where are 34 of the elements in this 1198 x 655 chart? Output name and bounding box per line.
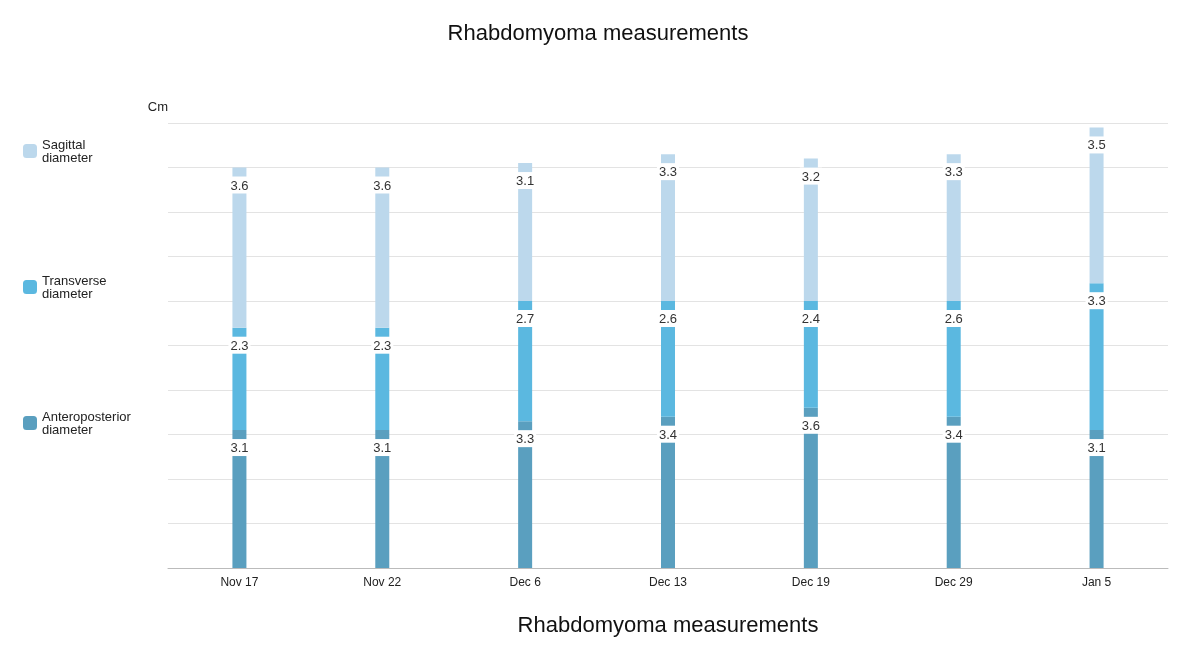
x-tick-label: Dec 6 [509, 575, 542, 589]
x-tick-label: Dec 19 [791, 575, 831, 589]
x-tick-label: Jan 5 [1081, 575, 1112, 589]
legend-label: Transverse diameter [42, 273, 111, 301]
x-axis-title: Rhabdomyoma measurements [447, 19, 749, 45]
data-label: 3.1 [373, 440, 392, 456]
data-label: 3.1 [516, 173, 535, 189]
data-label: 3.4 [944, 426, 963, 442]
text: Rhabdomyoma measurements [517, 611, 819, 637]
legend-label: Sagittal diameter [42, 137, 94, 165]
legend-label: Anteroposterior diameter [42, 409, 135, 437]
x-tick-label: Dec 29 [934, 575, 974, 589]
data-label: 2.4 [801, 311, 820, 326]
data-label: 2.3 [230, 337, 249, 353]
data-label: 2.7 [516, 311, 535, 326]
data-label: 3.3 [944, 164, 963, 180]
data-label: 3.5 [1087, 137, 1106, 153]
data-label: 3.3 [516, 431, 535, 447]
data-label: 2.6 [944, 311, 963, 326]
data-label: 3.3 [1087, 293, 1106, 309]
data-label: 3.1 [1087, 440, 1106, 456]
data-label: 2.6 [658, 311, 678, 326]
x-tick-label: Dec 13 [648, 575, 688, 589]
data-label: 3.6 [230, 177, 249, 193]
y-axis-title: Cm [147, 99, 168, 114]
x-tick-label: Nov 17 [220, 575, 259, 589]
data-label: 3.2 [801, 168, 820, 184]
data-label: 3.6 [373, 177, 392, 193]
data-label: 3.3 [658, 164, 678, 180]
data-label: 3.4 [658, 426, 678, 442]
data-label: 3.1 [230, 440, 249, 456]
data-label: 2.3 [373, 337, 392, 353]
x-tick-label: Nov 22 [363, 575, 402, 589]
data-label: 3.6 [801, 417, 820, 433]
